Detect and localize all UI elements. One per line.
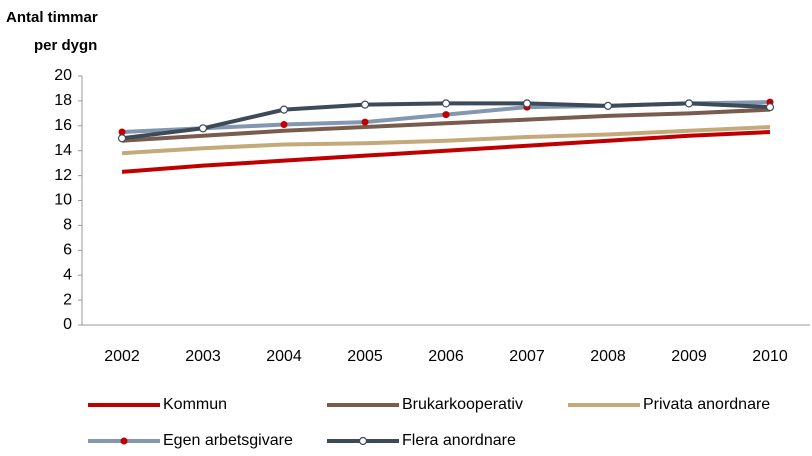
y-tick-label: 10 [54,192,72,209]
y-tick-label: 12 [54,167,72,184]
point-marker [361,118,369,126]
y-tick-label: 18 [54,92,72,109]
legend-marker [120,437,128,445]
legend-label: Egen arbetsgivare [163,432,293,449]
legend-label: Kommun [163,396,227,413]
y-tick-label: 8 [63,217,72,234]
y-tick-label: 14 [54,142,72,159]
y-axis-label: Antal timmar [6,9,98,26]
point-marker [522,99,532,108]
point-marker [442,111,450,119]
y-tick-label: 6 [63,242,72,259]
y-tick-label: 4 [63,266,72,283]
series-line [121,107,771,143]
y-tick-label: 0 [63,316,72,333]
point-marker [198,124,208,133]
point-marker [118,128,126,136]
x-tick-label: 2010 [752,348,788,365]
point-marker [765,103,775,112]
x-tick-label: 2002 [104,348,140,365]
y-tick-label: 2 [63,291,72,308]
legend-marker [358,436,368,446]
x-tick-label: 2007 [509,348,545,365]
point-marker [603,101,613,110]
x-tick-label: 2003 [185,348,221,365]
x-tick-label: 2008 [590,348,626,365]
point-marker [441,99,451,108]
y-axis-label: per dygn [34,37,97,54]
x-tick-label: 2006 [428,348,464,365]
point-marker [360,100,370,109]
series-line [121,125,771,156]
point-marker [117,134,127,143]
series-line [121,130,771,174]
point-marker [280,121,288,129]
y-tick-label: 16 [54,117,72,134]
legend-label: Brukarkooperativ [402,396,523,413]
legend-label: Privata anordnare [643,396,770,413]
y-tick-label: 20 [54,67,72,84]
point-marker [684,99,694,108]
legend-label: Flera anordnare [402,432,516,449]
x-tick-label: 2009 [671,348,707,365]
x-tick-label: 2005 [347,348,383,365]
x-tick-label: 2004 [266,348,302,365]
point-marker [279,105,289,114]
